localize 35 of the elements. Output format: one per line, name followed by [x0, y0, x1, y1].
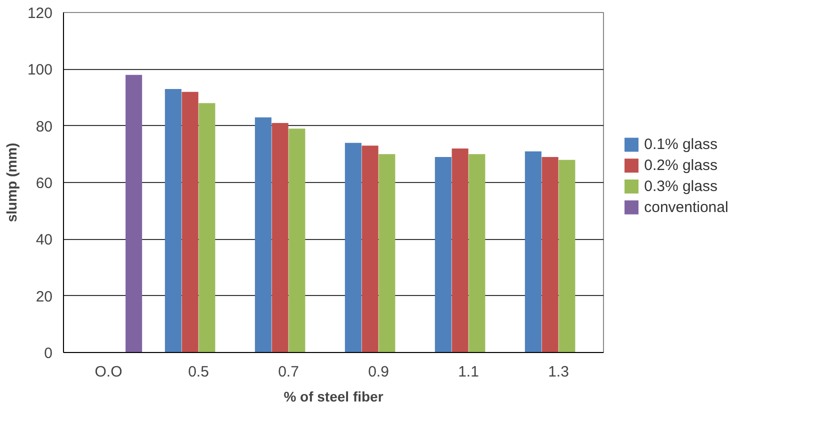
y-tick-label: 0	[44, 345, 52, 362]
bar	[362, 146, 378, 352]
bar	[558, 160, 576, 352]
y-axis-title: slump (mm)	[3, 142, 20, 222]
y-tick-label: 40	[36, 232, 53, 249]
y-tick-label: 80	[36, 118, 53, 136]
bar	[542, 157, 558, 352]
bar	[182, 92, 198, 352]
legend-label: 0.2% glass	[644, 157, 718, 174]
y-tick-label: 60	[36, 175, 53, 192]
y-tick-label: 100	[27, 62, 53, 79]
bar	[164, 89, 182, 352]
bar	[344, 142, 362, 352]
x-tick-label: 1.3	[548, 364, 569, 380]
bar	[468, 154, 486, 352]
x-tick-label: 0.5	[188, 364, 209, 380]
bar	[434, 157, 452, 352]
x-axis-title: % of steel fiber	[284, 388, 384, 404]
x-tick-label: 0.7	[278, 364, 299, 380]
x-tick-label: 0.9	[368, 364, 389, 380]
bar	[126, 74, 142, 352]
bar	[198, 103, 216, 352]
y-tick-label: 20	[36, 288, 53, 306]
bar	[524, 151, 542, 352]
bar	[288, 128, 306, 352]
bar	[378, 154, 396, 352]
legend-label: 0.3% glass	[644, 178, 718, 195]
x-tick-label: 1.1	[458, 364, 479, 380]
bar	[452, 148, 468, 352]
bar	[272, 123, 288, 352]
bar	[254, 117, 272, 352]
x-tick-label: O.O	[94, 364, 122, 380]
legend-label: 0.1% glass	[644, 136, 718, 154]
legend-label: conventional	[644, 198, 728, 216]
y-tick-label: 120	[27, 5, 53, 22]
